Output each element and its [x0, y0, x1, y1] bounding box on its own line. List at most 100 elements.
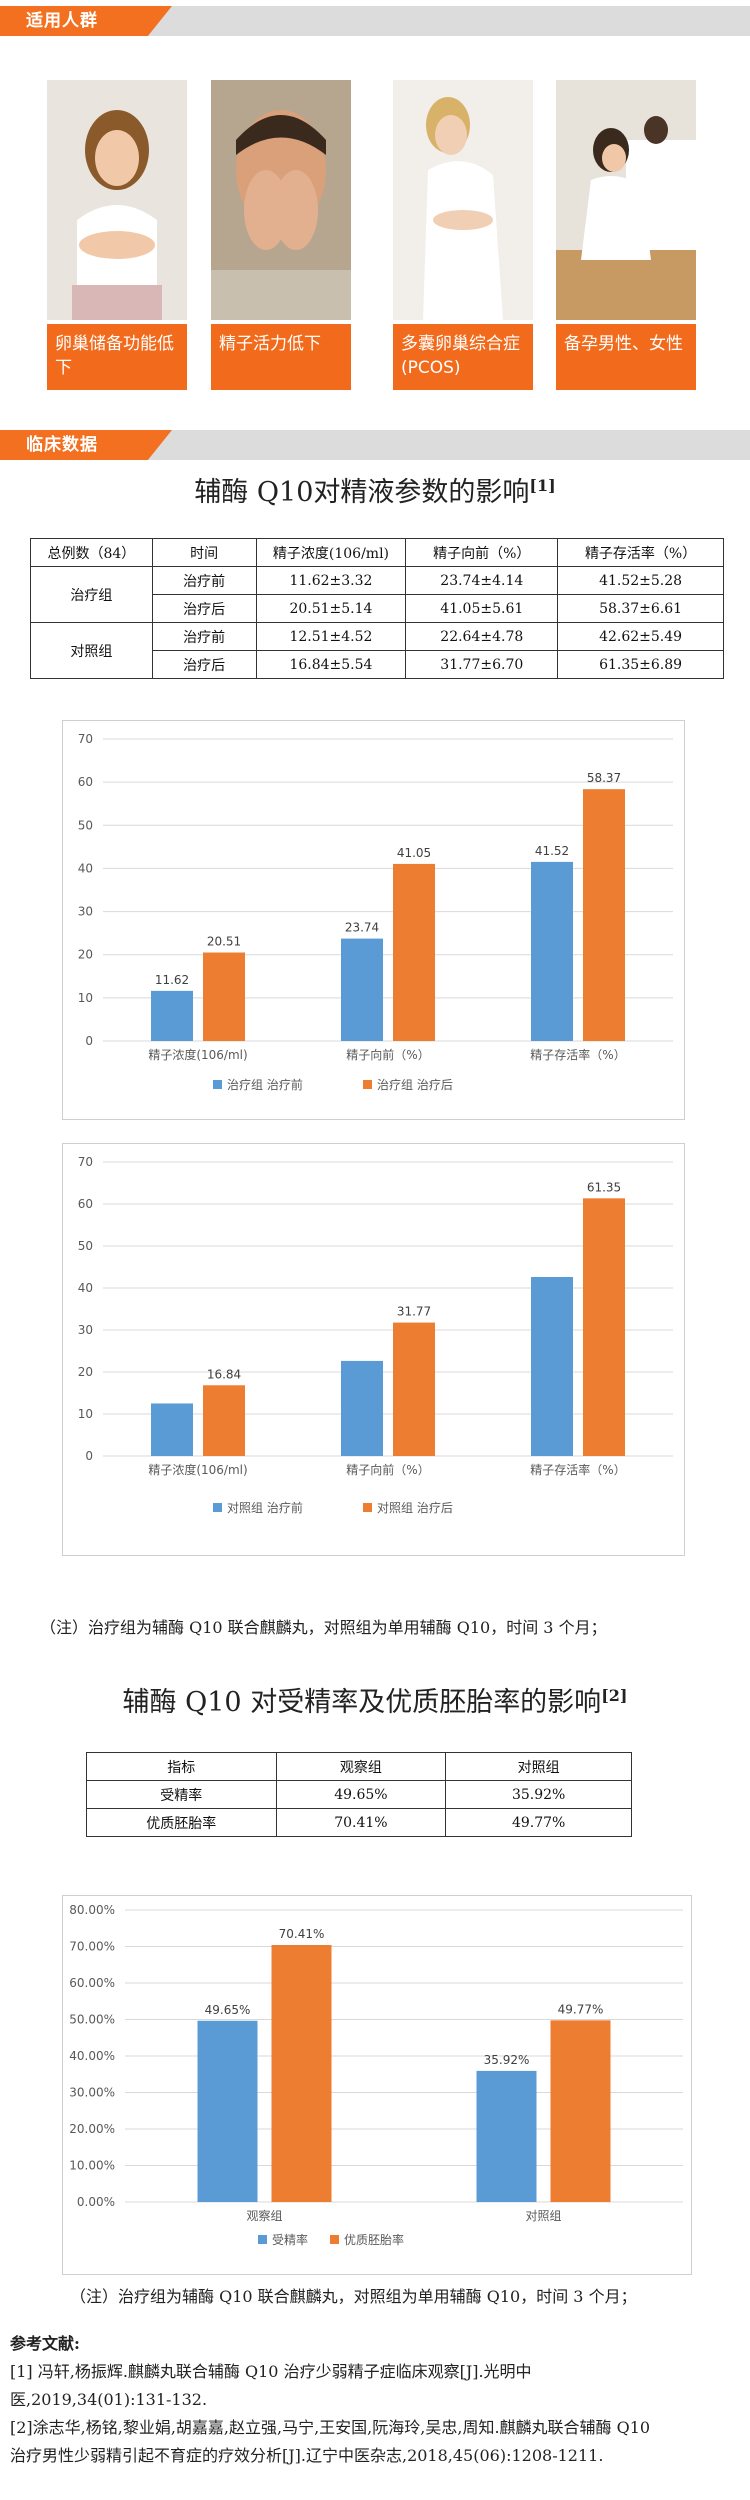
- legend-label: 对照组 治疗后: [377, 1501, 453, 1515]
- table-row: 治疗后 16.84±5.54 31.77±6.70 61.35±6.89: [31, 650, 724, 679]
- table2-title: 辅酶 Q10 对受精率及优质胚胎率的影响[2]: [0, 1680, 750, 1719]
- table-cell: 61.35±6.89: [557, 650, 724, 679]
- y-tick-label: 40: [78, 1281, 93, 1295]
- bar: [393, 1322, 435, 1456]
- table-row: 治疗组 治疗前 11.62±3.32 23.74±4.14 41.52±5.28: [30, 566, 724, 623]
- y-tick-label: 10: [78, 1407, 93, 1421]
- x-tick-label: 观察组: [246, 2209, 282, 2223]
- y-tick-label: 60: [78, 775, 93, 789]
- table1-title-text: 辅酶 Q10对精液参数的影响: [194, 477, 530, 508]
- table-cell: 35.92%: [445, 1780, 632, 1809]
- x-tick-label: 精子向前（%）: [346, 1047, 429, 1062]
- data-label: 49.65%: [205, 2003, 251, 2017]
- y-tick-label: 20: [78, 1365, 93, 1379]
- table-header-row: 总例数（84） 时间 精子浓度(106/ml) 精子向前（%） 精子存活率（%）: [30, 538, 724, 567]
- legend-swatch: [213, 1080, 222, 1089]
- table-row: 治疗后 20.51±5.14 41.05±5.61 58.37±6.61: [31, 594, 724, 623]
- bar-chart: 0.00% 10.00% 20.00% 30.00% 40.00% 50.00% 60.00…: [69, 1903, 683, 2247]
- table-header-cell: 精子存活率（%）: [557, 538, 724, 567]
- bar: [583, 1198, 625, 1456]
- x-tick-label: 精子向前（%）: [346, 1462, 429, 1477]
- group-caption: 卵巢储备功能低下: [47, 324, 187, 390]
- data-label: 31.77: [397, 1305, 431, 1319]
- bar: [341, 1360, 383, 1456]
- fertilization-table: 指标 观察组 对照组 受精率 49.65% 35.92% 优质胚胎率 70.41…: [86, 1752, 632, 1837]
- section-header-clinical: 临床数据: [0, 430, 750, 460]
- table-cell: 41.05±5.61: [405, 594, 559, 623]
- bar: [203, 952, 245, 1041]
- bar-chart: 0 10 20 30 40 50 60 70 精子浓度(106/ml) 16.84 精子向前（%） 3…: [78, 1155, 673, 1515]
- table-header-cell: 对照组: [445, 1752, 632, 1781]
- table-cell: 治疗后: [151, 594, 257, 623]
- x-tick-label: 精子浓度(106/ml): [148, 1047, 247, 1062]
- table-header-cell: 时间: [151, 538, 257, 567]
- note-text: （注）治疗组为辅酶 Q10 联合麒麟丸，对照组为单用辅酶 Q10，时间 3 个月…: [70, 2287, 637, 2306]
- table-cell: 治疗后: [151, 650, 257, 679]
- y-tick-label: 70: [78, 1155, 93, 1169]
- table-header-cell: 精子向前（%）: [405, 538, 559, 567]
- references-heading: 参考文献:: [10, 2334, 80, 2353]
- y-tick-label: 10.00%: [69, 2159, 115, 2173]
- legend-label: 优质胚胎率: [344, 2232, 404, 2247]
- data-label: 20.51: [207, 935, 241, 949]
- table-cell: 20.51±5.14: [255, 594, 407, 623]
- table-header-row: 指标 观察组 对照组: [86, 1752, 632, 1781]
- data-label: 41.05: [397, 846, 431, 860]
- y-tick-label: 30: [78, 1323, 93, 1337]
- table-cell: 优质胚胎率: [86, 1808, 277, 1837]
- y-tick-label: 50.00%: [69, 2013, 115, 2027]
- table2-ref: [2]: [601, 1686, 628, 1705]
- chart-treatment-group: 0 10 20 30 40 50 60 70 精子浓度(106/ml) 11.62 20.51 精子向…: [62, 720, 685, 1120]
- table-header-cell: 观察组: [275, 1752, 447, 1781]
- couple-bedroom-photo: [556, 80, 696, 320]
- x-tick-label: 精子存活率（%）: [530, 1047, 625, 1062]
- bar: [203, 1385, 245, 1456]
- y-tick-label: 50: [78, 1239, 93, 1253]
- table1-ref: [1]: [529, 476, 556, 495]
- semen-parameters-table: 总例数（84） 时间 精子浓度(106/ml) 精子向前（%） 精子存活率（%）…: [30, 538, 724, 679]
- bar: [151, 1403, 193, 1456]
- table-row: 优质胚胎率 70.41% 49.77%: [86, 1808, 632, 1837]
- bar-chart: 0 10 20 30 40 50 60 70 精子浓度(106/ml) 11.62 20.51 精子向…: [78, 732, 673, 1092]
- data-label: 41.52: [535, 844, 569, 858]
- legend-label: 受精率: [272, 2232, 308, 2247]
- y-tick-label: 40: [78, 861, 93, 875]
- legend-swatch: [258, 2235, 267, 2244]
- bar: [550, 2020, 611, 2202]
- bar: [531, 861, 573, 1041]
- group-card-pcos: 多囊卵巢综合症(PCOS): [393, 80, 533, 390]
- reference-item: 治疗男性少弱精引起不育症的疗效分析[J].辽宁中医杂志,2018,45(06):…: [10, 2446, 604, 2465]
- group-card-sperm: 精子活力低下: [211, 80, 351, 390]
- bar: [393, 863, 435, 1041]
- table1-title: 辅酶 Q10对精液参数的影响[1]: [0, 470, 750, 509]
- legend-label: 治疗组 治疗后: [377, 1078, 453, 1092]
- x-tick-label: 精子浓度(106/ml): [148, 1462, 247, 1477]
- bar: [271, 1945, 332, 2202]
- legend-swatch: [363, 1503, 372, 1512]
- y-tick-label: 0: [85, 1449, 93, 1463]
- y-tick-label: 0: [85, 1034, 93, 1048]
- y-tick-label: 30: [78, 905, 93, 919]
- table-cell: 31.77±6.70: [405, 650, 559, 679]
- legend-swatch: [330, 2235, 339, 2244]
- group-caption: 精子活力低下: [211, 324, 351, 390]
- y-tick-label: 20.00%: [69, 2122, 115, 2136]
- data-label: 23.74: [345, 921, 379, 935]
- legend-label: 治疗组 治疗前: [227, 1077, 303, 1092]
- bar: [341, 938, 383, 1041]
- y-tick-label: 70.00%: [69, 1940, 115, 1954]
- table-cell: 49.77%: [445, 1808, 632, 1837]
- data-label: 16.84: [207, 1367, 241, 1381]
- group-cell: 治疗组: [30, 566, 153, 623]
- group-caption: 备孕男性、女性: [556, 324, 696, 390]
- bar: [151, 990, 193, 1041]
- group-cell: 对照组: [30, 622, 153, 679]
- table-cell: 治疗前: [151, 622, 257, 651]
- group-card-preparing: 备孕男性、女性: [556, 80, 696, 390]
- table-row: 受精率 49.65% 35.92%: [86, 1780, 632, 1809]
- table-header-cell: 指标: [86, 1752, 277, 1781]
- table-cell: 58.37±6.61: [557, 594, 724, 623]
- table-cell: 23.74±4.14: [405, 566, 559, 595]
- section-header-suitable: 适用人群: [0, 6, 750, 36]
- bar: [197, 2020, 258, 2202]
